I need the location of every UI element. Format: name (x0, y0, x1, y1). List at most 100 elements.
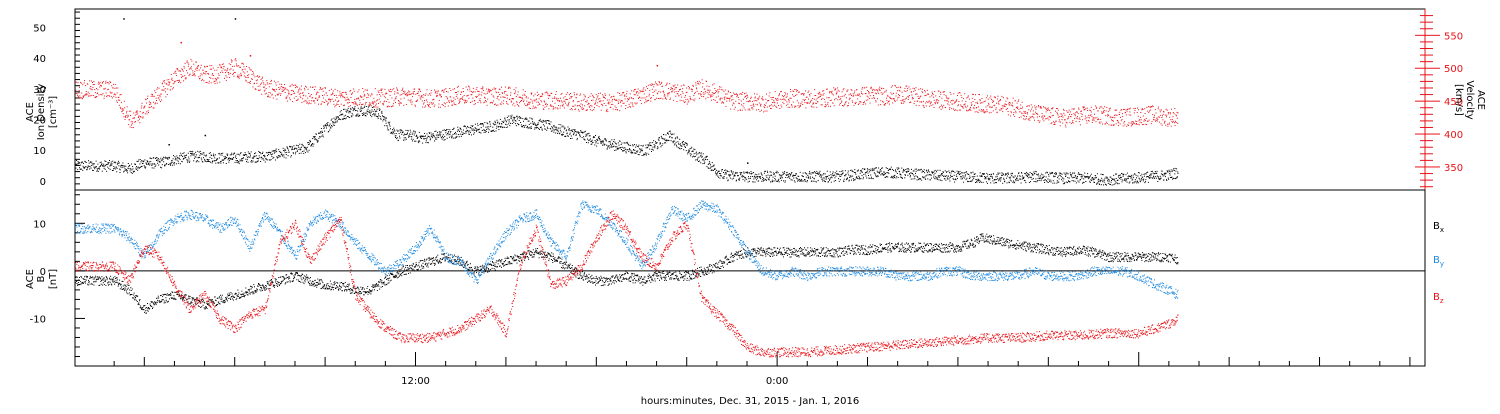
density-point (596, 146, 597, 147)
density-point (258, 151, 259, 152)
density-point (407, 133, 408, 134)
density-point (1049, 180, 1050, 181)
density-point (75, 168, 76, 169)
velocity-point (371, 93, 372, 94)
velocity-point (302, 93, 303, 94)
density-point (880, 169, 881, 170)
density-point (1065, 175, 1066, 176)
velocity-point (223, 68, 224, 69)
density-point (497, 122, 498, 123)
density-point (817, 173, 818, 174)
velocity-point (698, 83, 699, 84)
density-point (419, 141, 420, 142)
density-point (1154, 173, 1155, 174)
velocity-point (164, 80, 165, 81)
density-point (999, 173, 1000, 174)
density-point (283, 150, 284, 151)
density-point (1123, 176, 1124, 177)
velocity-point (513, 98, 514, 99)
density-point (958, 172, 959, 173)
density-point (830, 174, 831, 175)
density-point (664, 139, 665, 140)
velocity-point (358, 98, 359, 99)
velocity-point (165, 96, 166, 97)
velocity-point (126, 111, 127, 112)
velocity-point (581, 104, 582, 105)
density-point (540, 119, 541, 120)
density-point (974, 176, 975, 177)
density-point (731, 172, 732, 173)
density-point (624, 150, 625, 151)
velocity-point (697, 81, 698, 82)
density-point (1087, 176, 1088, 177)
density-point (265, 162, 266, 163)
density-point (987, 176, 988, 177)
density-point (980, 181, 981, 182)
velocity-point (724, 99, 725, 100)
velocity-point (569, 94, 570, 95)
density-point (532, 121, 533, 122)
density-point (457, 131, 458, 132)
velocity-point (160, 96, 161, 97)
velocity-point (273, 89, 274, 90)
density-point (483, 126, 484, 127)
velocity-point (730, 109, 731, 110)
density-point (508, 123, 509, 124)
density-point (791, 179, 792, 180)
density-point (1072, 180, 1073, 181)
density-point (647, 147, 648, 148)
velocity-point (141, 106, 142, 107)
density-point (1119, 178, 1120, 179)
density-point (851, 170, 852, 171)
plasma-panel-frame (75, 9, 1425, 190)
velocity-point (173, 87, 174, 88)
velocity-point (493, 95, 494, 96)
velocity-point (554, 97, 555, 98)
velocity-point (597, 102, 598, 103)
density-point (361, 106, 362, 107)
velocity-point (309, 103, 310, 104)
velocity-point (93, 95, 94, 96)
density-point (722, 169, 723, 170)
velocity-point (681, 85, 682, 86)
velocity-point (75, 82, 76, 83)
velocity-point (340, 95, 341, 96)
density-point (149, 161, 150, 162)
velocity-point (263, 87, 264, 88)
density-point (223, 159, 224, 160)
velocity-point (385, 89, 386, 90)
velocity-point (452, 105, 453, 106)
velocity-point (105, 88, 106, 89)
density-point (954, 182, 955, 183)
density-point (769, 177, 770, 178)
velocity-point (108, 89, 109, 90)
velocity-point (269, 83, 270, 84)
density-point (326, 128, 327, 129)
velocity-point (600, 101, 601, 102)
density-point (547, 120, 548, 121)
velocity-point (261, 79, 262, 80)
density-point (470, 127, 471, 128)
velocity-point (682, 91, 683, 92)
density-point (93, 170, 94, 171)
velocity-point (327, 104, 328, 105)
velocity-point (235, 72, 236, 73)
density-point (173, 163, 174, 164)
density-point (322, 131, 323, 132)
density-point (808, 178, 809, 179)
velocity-point (110, 92, 111, 93)
velocity-point (337, 90, 338, 91)
velocity-point (252, 71, 253, 72)
density-point (996, 182, 997, 183)
density-point (956, 174, 957, 175)
velocity-point (271, 80, 272, 81)
velocity-point (177, 80, 178, 81)
density-point (1047, 179, 1048, 180)
velocity-point (436, 91, 437, 92)
velocity-point (445, 88, 446, 89)
velocity-point (212, 78, 213, 79)
velocity-point (342, 95, 343, 96)
velocity-point (117, 102, 118, 103)
density-point (274, 153, 275, 154)
velocity-point (195, 69, 196, 70)
